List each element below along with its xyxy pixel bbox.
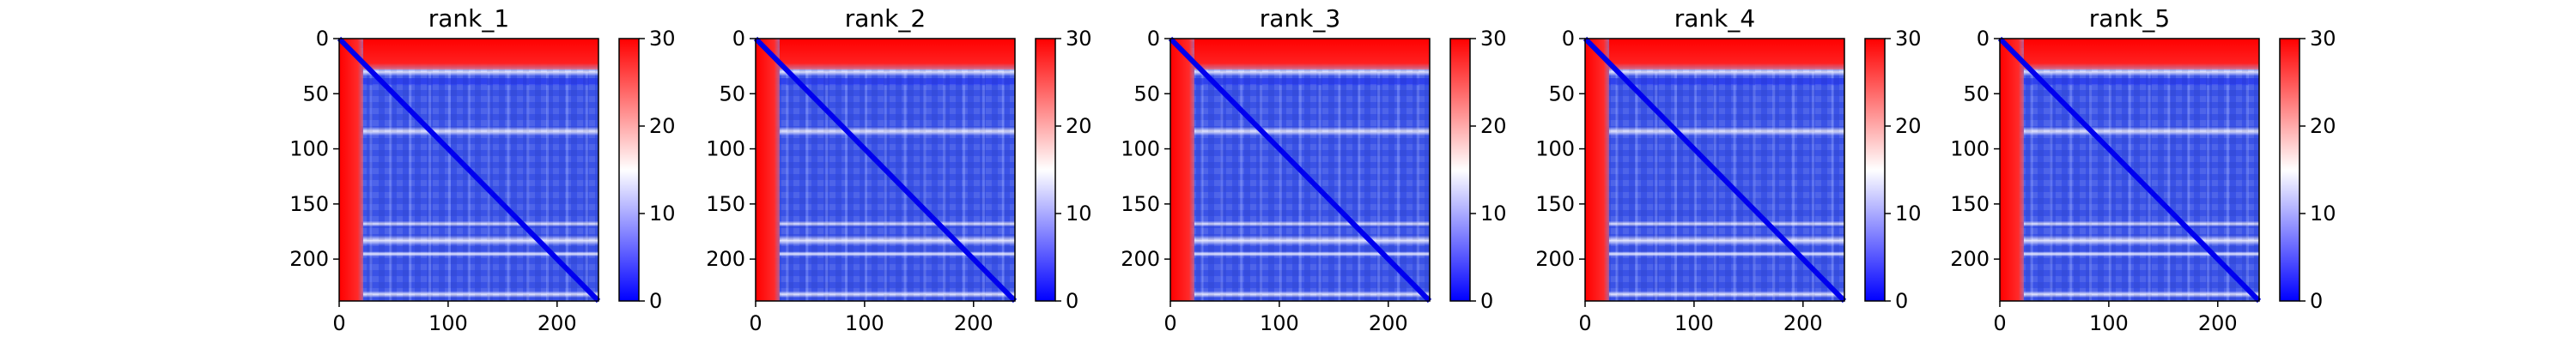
colorbar-tick-label: 0 [649, 289, 662, 313]
colorbar-tick-label: 10 [1066, 202, 1092, 226]
y-tick-label: 100 [1535, 137, 1575, 161]
heatmap-red-left [1170, 39, 1194, 301]
y-tick-label: 0 [732, 27, 745, 51]
heatmap-image [1170, 39, 1430, 301]
y-tick-label: 100 [706, 137, 745, 161]
y-tick-label: 50 [719, 81, 745, 105]
colorbar-gradient [1450, 39, 1470, 301]
heatmap-image [756, 39, 1015, 301]
y-tick-label: 200 [1121, 247, 1160, 271]
heatmap-red-top [1194, 39, 1430, 69]
colorbar-tick-label: 10 [1895, 202, 1922, 226]
y-tick-label: 200 [706, 247, 745, 271]
y-tick-label: 150 [289, 192, 329, 216]
colorbar-gradient [1865, 39, 1885, 301]
colorbar-tick-label: 30 [1480, 27, 1507, 51]
colorbar-gradient [2280, 39, 2300, 301]
y-tick-label: 50 [1548, 81, 1575, 105]
heatmap-panel-5: rank_5 0 100 200 0 50 100 150 200 0 10 20 30 [1950, 4, 2336, 335]
heatmap-red-left [2000, 39, 2024, 301]
heatmap-panel-1: rank_1 0 100 200 0 50 100 150 200 0 10 20 30 [289, 4, 675, 335]
y-tick-label: 200 [1535, 247, 1575, 271]
x-tick-label: 100 [845, 311, 884, 335]
y-tick-label: 150 [1121, 192, 1160, 216]
heatmap-image [1585, 39, 1844, 301]
panel-title: rank_3 [1260, 4, 1340, 33]
colorbar-tick-label: 10 [649, 202, 676, 226]
x-tick-label: 200 [954, 311, 993, 335]
colorbar-tick-label: 30 [1066, 27, 1092, 51]
heatmap-image [2000, 39, 2259, 301]
heatmap-red-top [2024, 39, 2259, 69]
y-tick-label: 200 [1950, 247, 1990, 271]
y-tick-label: 150 [706, 192, 745, 216]
colorbar-gradient [619, 39, 639, 301]
y-tick-label: 150 [1535, 192, 1575, 216]
colorbar-tick-label: 0 [2310, 289, 2323, 313]
heatmap-red-left [339, 39, 363, 301]
x-tick-label: 0 [1993, 311, 2006, 335]
y-tick-label: 100 [1950, 137, 1990, 161]
x-tick-label: 100 [428, 311, 468, 335]
colorbar-tick-label: 0 [1066, 289, 1078, 313]
y-tick-label: 50 [1133, 81, 1160, 105]
x-tick-label: 100 [2089, 311, 2129, 335]
heatmap-red-top [780, 39, 1015, 69]
heatmap-red-top [363, 39, 598, 69]
colorbar-tick-label: 20 [1480, 114, 1507, 138]
panel-title: rank_5 [2089, 4, 2170, 33]
colorbar-tick-label: 20 [1066, 114, 1092, 138]
y-tick-label: 100 [1121, 137, 1160, 161]
colorbar-tick-label: 10 [2310, 202, 2336, 226]
colorbar-tick-label: 30 [1895, 27, 1922, 51]
x-tick-label: 0 [1578, 311, 1591, 335]
colorbar-tick-label: 20 [649, 114, 676, 138]
panel-title: rank_4 [1674, 4, 1755, 33]
y-tick-label: 50 [1963, 81, 1990, 105]
heatmap-red-left [756, 39, 780, 301]
heatmap-image [339, 39, 598, 301]
panel-title: rank_2 [845, 4, 926, 33]
colorbar-tick-label: 0 [1480, 289, 1493, 313]
heatmap-red-left [1585, 39, 1609, 301]
heatmap-red-top [1609, 39, 1844, 69]
heatmap-panel-4: rank_4 0 100 200 0 50 100 150 200 0 10 20 30 [1535, 4, 1921, 335]
x-tick-label: 0 [749, 311, 762, 335]
heatmap-panel-3: rank_3 0 100 200 0 50 100 150 200 0 10 20 30 [1121, 4, 1506, 335]
y-tick-label: 150 [1950, 192, 1990, 216]
y-tick-label: 0 [1977, 27, 1990, 51]
x-tick-label: 0 [1163, 311, 1176, 335]
colorbar-tick-label: 20 [1895, 114, 1922, 138]
heatmap-panel-2: rank_2 0 100 200 0 50 100 150 200 0 10 20 30 [706, 4, 1091, 335]
colorbar-gradient [1036, 39, 1055, 301]
colorbar-tick-label: 0 [1895, 289, 1908, 313]
x-tick-label: 200 [2198, 311, 2238, 335]
colorbar-tick-label: 20 [2310, 114, 2336, 138]
y-tick-label: 200 [289, 247, 329, 271]
colorbar-tick-label: 30 [2310, 27, 2336, 51]
y-tick-label: 0 [316, 27, 329, 51]
x-tick-label: 200 [538, 311, 577, 335]
x-tick-label: 100 [1674, 311, 1714, 335]
x-tick-label: 200 [1369, 311, 1408, 335]
panel-title: rank_1 [428, 4, 509, 33]
colorbar-tick-label: 10 [1480, 202, 1507, 226]
colorbar: 0 10 20 30 [1450, 27, 1507, 313]
x-tick-label: 200 [1783, 311, 1823, 335]
x-tick-label: 100 [1260, 311, 1299, 335]
colorbar: 0 10 20 30 [2280, 27, 2336, 313]
colorbar-tick-label: 30 [649, 27, 676, 51]
colorbar: 0 10 20 30 [1036, 27, 1092, 313]
y-tick-label: 0 [1147, 27, 1160, 51]
colorbar: 0 10 20 30 [1865, 27, 1922, 313]
y-tick-label: 50 [302, 81, 329, 105]
y-tick-label: 100 [289, 137, 329, 161]
y-tick-label: 0 [1562, 27, 1575, 51]
colorbar: 0 10 20 30 [619, 27, 676, 313]
x-tick-label: 0 [332, 311, 345, 335]
